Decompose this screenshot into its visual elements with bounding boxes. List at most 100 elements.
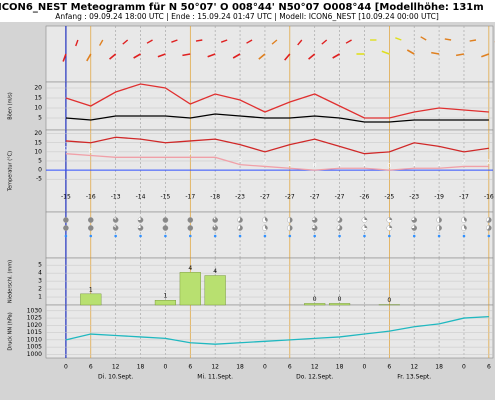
value-label: 1 (338, 161, 342, 168)
y-axis-label: Niederschl. (mm) (8, 260, 14, 303)
precip-dot (64, 234, 68, 238)
cloud-cover (337, 225, 343, 231)
upper-value: -17 (459, 194, 469, 201)
value-label: 1 (89, 286, 93, 293)
series-line (65, 83, 489, 119)
wind-barb (381, 50, 390, 55)
cloud-cover (113, 217, 119, 223)
precip-dot (462, 234, 466, 238)
wind-barb-row (444, 38, 452, 41)
x-day-label: Do. 12.Sept. (296, 374, 333, 381)
value-label: 0 (387, 297, 391, 304)
y-tick-label: 1020 (27, 322, 42, 329)
y-tick-label: 1015 (27, 329, 42, 336)
cloud-cover (289, 217, 293, 223)
wind-barb-row (246, 39, 253, 44)
wind-barb-row (171, 39, 178, 43)
wind-barb-row (98, 39, 104, 46)
bar (179, 272, 201, 306)
precip-dot (89, 234, 93, 238)
y-tick-label: 4 (38, 270, 42, 277)
y-tick-label: 1030 (27, 307, 42, 314)
upper-value: -17 (185, 194, 195, 201)
cloud-cover (364, 225, 368, 228)
wind-barb (406, 49, 415, 55)
cloud-cover (63, 225, 69, 231)
value-label: 2 (462, 159, 466, 166)
value-label: 1 (288, 161, 292, 168)
value-label: 8 (89, 148, 93, 155)
cloud-cover (137, 217, 144, 223)
cloud-cover (212, 217, 218, 223)
wind-barb (455, 53, 465, 57)
bar (329, 303, 351, 306)
y-tick-label: 3 (38, 278, 42, 285)
x-tick-label: 6 (288, 364, 292, 371)
upper-value: -26 (360, 194, 370, 201)
value-label: 7 (164, 150, 168, 157)
wind-barb-row (122, 39, 129, 45)
y-tick-label: 5 (38, 262, 42, 269)
y-tick-label: 15 (34, 139, 42, 146)
upper-value: -25 (384, 194, 394, 201)
precip-dot (164, 234, 167, 238)
upper-value: -23 (235, 194, 245, 201)
x-tick-label: 0 (164, 364, 168, 371)
value-label: 0 (387, 163, 391, 170)
wind-barb (157, 53, 166, 58)
wind-barb (332, 53, 340, 59)
series-line (65, 113, 489, 123)
cloud-cover (411, 225, 417, 231)
cloud-cover (312, 217, 318, 223)
x-tick-label: 12 (410, 364, 418, 371)
wind-barb (133, 53, 141, 59)
precip-dot (437, 234, 441, 238)
value-label: 1 (164, 293, 168, 300)
wind-barb (62, 53, 67, 62)
precip-dot (313, 234, 316, 238)
series-line (65, 153, 489, 171)
wind-barb-row (271, 39, 278, 45)
x-tick-label: 18 (137, 364, 145, 371)
y-tick-label: -5 (36, 176, 42, 183)
precip-dot (263, 234, 267, 238)
panel-bg (45, 304, 494, 359)
x-tick-label: 6 (188, 364, 192, 371)
x-tick-label: 0 (462, 364, 466, 371)
value-label: 1 (412, 161, 416, 168)
bar (304, 303, 326, 306)
upper-value: -23 (409, 194, 419, 201)
x-tick-label: 12 (112, 364, 120, 371)
value-label: 4 (213, 268, 217, 275)
x-day-label: Mi. 11.Sept. (197, 374, 233, 381)
cloud-cover (187, 217, 193, 223)
cloud-cover (439, 217, 442, 223)
wind-barb (232, 53, 241, 59)
wind-barb (431, 51, 440, 55)
cloud-cover (389, 217, 392, 220)
wind-barb (182, 53, 191, 57)
y-tick-label: 5 (38, 115, 42, 122)
cloud-cover (289, 225, 293, 231)
upper-value: -13 (111, 194, 121, 201)
cloud-cover (187, 225, 193, 231)
y-tick-label: 15 (34, 95, 42, 102)
wind-barb-row (321, 39, 328, 45)
x-tick-label: 12 (311, 364, 319, 371)
cloud-cover (337, 217, 343, 223)
upper-value: -19 (434, 194, 444, 201)
wind-barb-row (75, 39, 79, 47)
value-label: 7 (139, 150, 143, 157)
y-tick-label: 1 (38, 294, 42, 301)
y-tick-label: 10 (34, 105, 42, 112)
value-label: 9 (64, 146, 68, 153)
upper-value: -27 (260, 194, 270, 201)
y-tick-label: 1000 (27, 351, 42, 358)
x-tick-label: 12 (211, 364, 219, 371)
value-label: 1 (437, 161, 441, 168)
cloud-cover (487, 225, 492, 231)
y-tick-label: 1010 (27, 336, 42, 343)
panel-bg (45, 81, 494, 131)
x-day-label: Di. 10.Sept. (98, 374, 133, 381)
